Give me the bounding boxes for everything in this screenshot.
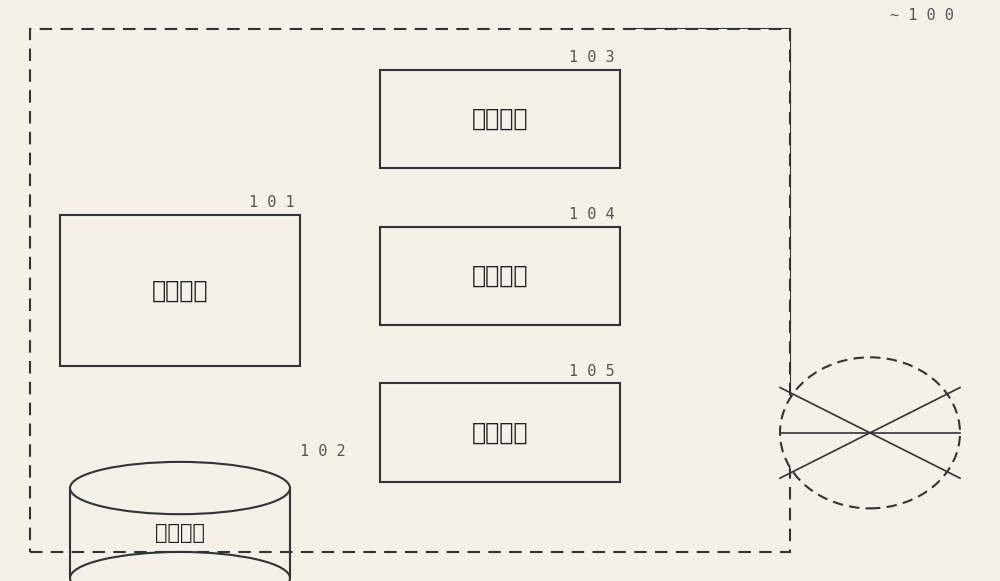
Text: ~ 1 0 0: ~ 1 0 0 (890, 8, 954, 23)
Text: 1 0 2: 1 0 2 (300, 444, 346, 459)
Bar (30, 29, 790, 552)
Text: 处理单元: 处理单元 (152, 278, 208, 303)
Text: 1 0 4: 1 0 4 (569, 207, 615, 222)
Text: 存储单元: 存储单元 (155, 523, 205, 543)
Ellipse shape (70, 552, 290, 581)
Ellipse shape (780, 357, 960, 508)
Text: 通信单元: 通信单元 (472, 421, 528, 445)
Text: 1 0 3: 1 0 3 (569, 50, 615, 65)
Text: 输入单元: 输入单元 (472, 107, 528, 131)
Text: 1 0 5: 1 0 5 (569, 364, 615, 379)
Text: 1 0 1: 1 0 1 (249, 195, 295, 210)
Ellipse shape (70, 462, 290, 514)
Bar (380, 70, 620, 168)
Text: 输出单元: 输出单元 (472, 264, 528, 288)
Bar (380, 227, 620, 325)
Bar (60, 215, 300, 366)
Bar (380, 383, 620, 482)
